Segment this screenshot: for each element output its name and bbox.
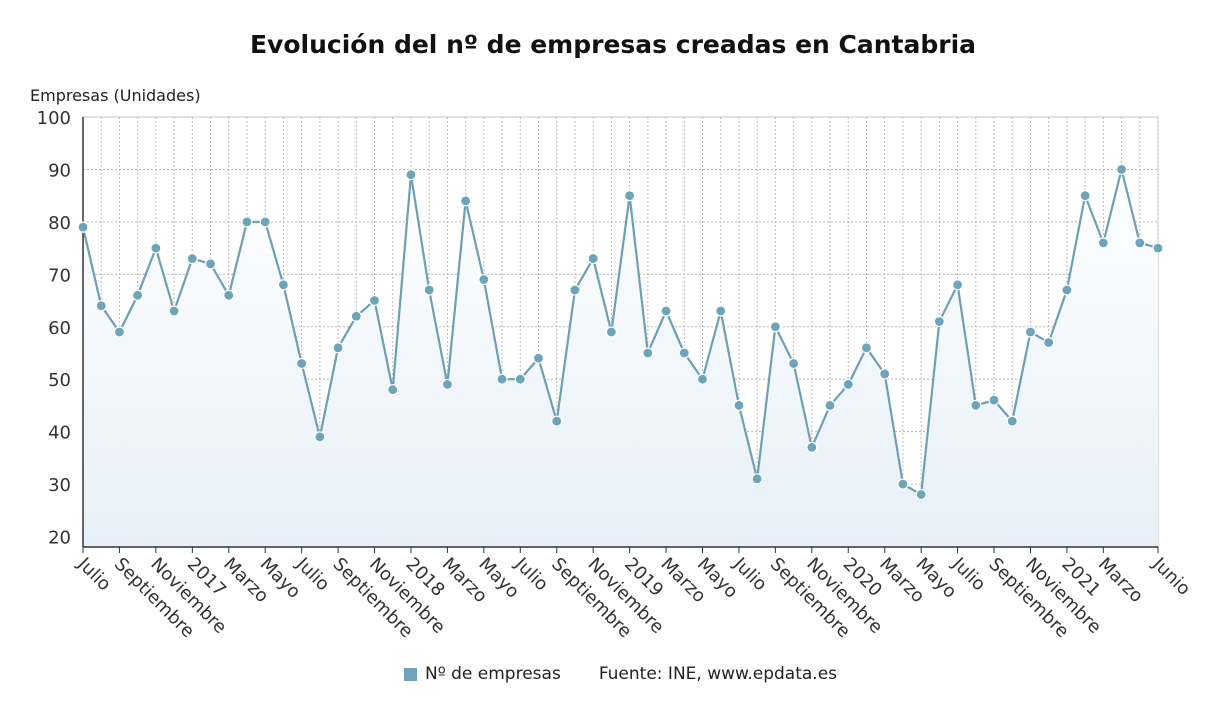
data-point <box>715 305 727 317</box>
data-point <box>368 294 381 307</box>
y-tick-label: 20 <box>48 528 71 549</box>
data-point <box>1152 242 1164 254</box>
data-point <box>514 373 526 385</box>
x-tick-label: Junio <box>1148 553 1195 600</box>
data-point <box>405 169 417 181</box>
data-point <box>787 357 800 370</box>
data-point <box>587 252 599 265</box>
data-point <box>423 284 435 296</box>
data-point <box>168 305 180 317</box>
data-point <box>296 357 308 370</box>
data-point <box>806 441 818 453</box>
y-tick-label: 30 <box>48 475 71 496</box>
y-tick-label: 50 <box>48 370 71 391</box>
data-point <box>1079 190 1091 202</box>
data-point <box>569 284 581 296</box>
data-point <box>113 326 126 338</box>
legend: Nº de empresas Fuente: INE, www.epdata.e… <box>404 664 837 684</box>
data-point <box>223 289 235 301</box>
data-point <box>824 399 836 412</box>
data-point <box>186 252 198 265</box>
data-point <box>532 352 545 364</box>
y-tick-label: 70 <box>48 265 71 286</box>
data-point <box>551 415 563 427</box>
x-tick-label: Julio <box>73 553 115 595</box>
data-point <box>624 190 636 202</box>
area-fill <box>83 169 1158 547</box>
data-point <box>933 315 945 328</box>
data-point <box>860 342 873 354</box>
y-tick-label: 40 <box>48 423 71 444</box>
y-tick-label: 60 <box>48 318 71 339</box>
y-tick-label: 90 <box>48 160 71 181</box>
data-point <box>441 378 454 391</box>
legend-label: Nº de empresas <box>425 664 561 684</box>
data-point <box>314 431 326 443</box>
data-point <box>241 216 253 228</box>
data-point <box>1115 163 1128 176</box>
data-point <box>204 258 217 270</box>
data-point <box>132 289 144 301</box>
data-point <box>350 310 362 322</box>
data-point <box>277 279 290 291</box>
data-point <box>915 488 927 501</box>
data-point <box>769 321 781 333</box>
data-point <box>897 478 909 490</box>
data-point <box>387 384 399 396</box>
chart-title: Evolución del nº de empresas creadas en … <box>249 30 977 59</box>
data-point <box>1024 326 1037 338</box>
data-point <box>460 195 472 207</box>
x-tick-label: Marzo <box>1094 554 1147 607</box>
y-tick-label: 100 <box>37 108 71 129</box>
data-point <box>678 347 690 359</box>
data-point <box>988 394 1000 406</box>
data-point <box>496 373 508 385</box>
data-point <box>660 305 672 317</box>
data-point <box>879 368 891 380</box>
data-point <box>842 378 854 391</box>
data-point <box>642 347 654 359</box>
data-point <box>970 399 982 412</box>
source-note: Fuente: INE, www.epdata.es <box>598 664 838 684</box>
data-point <box>751 473 763 485</box>
data-point <box>951 279 964 291</box>
data-point <box>1097 237 1109 249</box>
data-point <box>259 216 271 228</box>
data-point <box>605 326 617 338</box>
data-point <box>1061 284 1073 296</box>
data-point <box>1043 336 1055 349</box>
data-point <box>1134 237 1146 249</box>
data-point <box>150 242 162 254</box>
legend-swatch <box>404 667 417 681</box>
data-point <box>95 300 107 312</box>
data-point <box>332 342 344 354</box>
data-point <box>478 273 490 286</box>
y-tick-label: 80 <box>48 213 71 234</box>
y-axis-label: Empresas (Unidades) <box>30 86 201 105</box>
data-point <box>733 399 745 412</box>
data-point <box>77 221 89 233</box>
data-point <box>696 373 709 385</box>
data-point <box>1006 415 1018 427</box>
